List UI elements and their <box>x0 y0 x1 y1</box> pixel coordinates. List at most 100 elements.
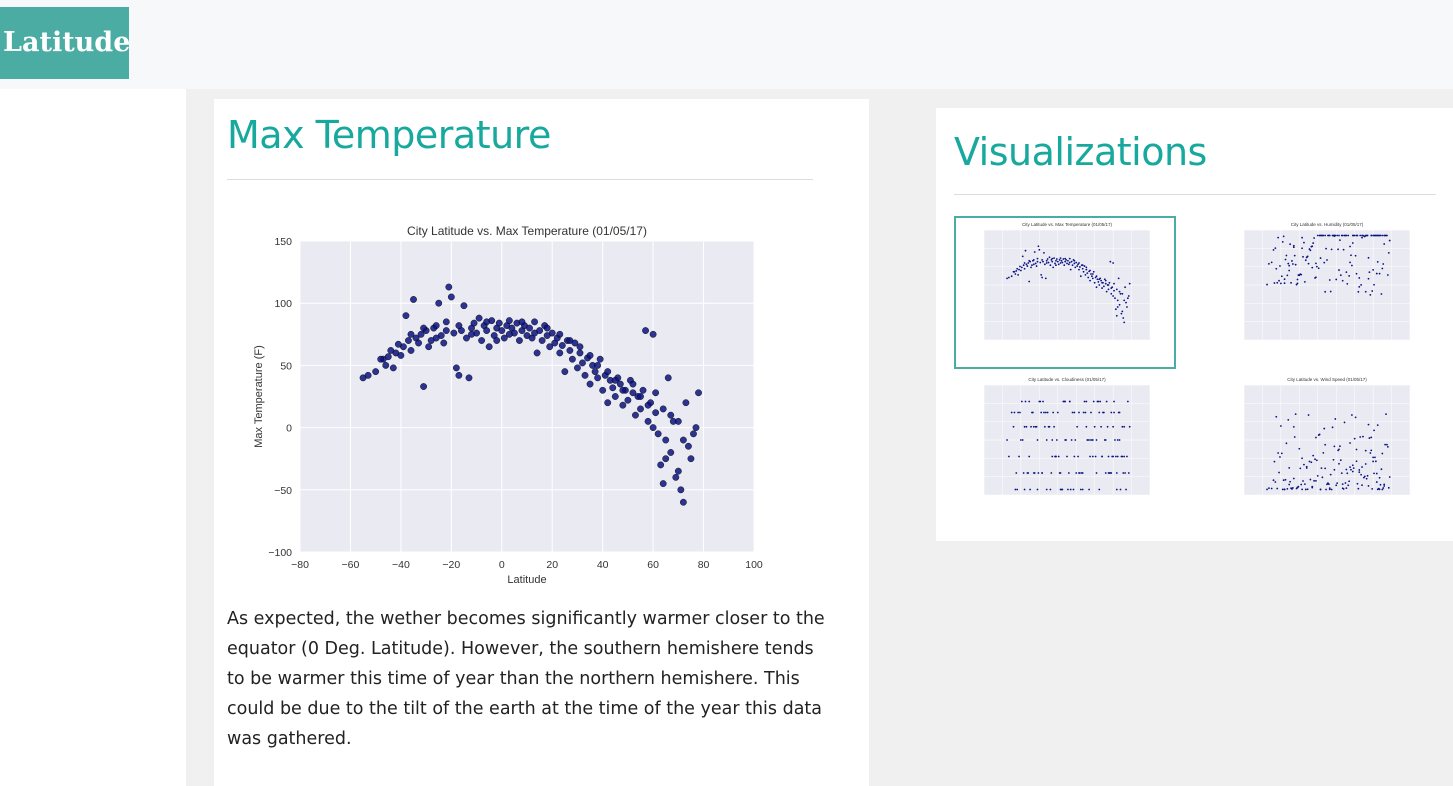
thumbnail-wind-speed[interactable]: City Latitude vs. Wind Speed (01/05/17) <box>1214 371 1436 524</box>
thumbnail-point <box>1090 411 1092 414</box>
thumbnail-point <box>1032 259 1035 261</box>
thumbnail-point <box>1270 487 1273 490</box>
thumbnail-point <box>1328 488 1331 491</box>
thumbnail-point <box>1292 477 1295 480</box>
x-tick-label: −60 <box>342 559 360 571</box>
thumbnail-point <box>1091 439 1094 441</box>
thumbnail-point <box>1036 260 1039 263</box>
data-point <box>576 343 584 351</box>
thumbnail-point <box>1016 488 1019 491</box>
thumbnail-point <box>1084 273 1087 276</box>
brand-logo[interactable]: Latitude <box>0 7 129 79</box>
data-point <box>599 386 607 394</box>
thumbnail-point <box>1315 276 1317 279</box>
thumbnail-point <box>1019 265 1021 268</box>
thumbnail-point <box>1373 472 1375 475</box>
thumbnail-point <box>1383 485 1386 487</box>
thumbnail-point <box>1370 436 1373 439</box>
data-point <box>561 368 569 376</box>
thumbnail-point <box>1068 257 1071 260</box>
thumbnail-point <box>1299 467 1302 470</box>
thumbnail-chart: City Latitude vs. Wind Speed (01/05/17) <box>1214 371 1436 524</box>
thumbnail-point <box>1289 480 1292 483</box>
thumbnail-point <box>1283 278 1286 281</box>
data-point <box>644 417 652 425</box>
thumbnail-point <box>1301 488 1303 491</box>
thumbnail-point <box>1029 488 1032 491</box>
thumbnail-point <box>1089 279 1091 282</box>
thumbnail-point <box>1047 261 1050 264</box>
thumbnail-point <box>1077 263 1079 266</box>
thumbnail-point <box>1388 476 1391 478</box>
thumbnail-point <box>1019 439 1022 441</box>
data-point <box>579 359 586 367</box>
data-point <box>692 424 700 432</box>
thumbnail-point <box>1370 449 1373 452</box>
thumbnail-point <box>1354 254 1357 257</box>
thumbnail-point <box>1301 236 1303 239</box>
thumbnail-point <box>1368 271 1371 274</box>
thumbnail-point <box>1329 290 1332 293</box>
thumbnail-point <box>1085 268 1088 271</box>
thumbnail-point <box>1359 234 1362 237</box>
data-point <box>677 486 685 494</box>
thumbnail-point <box>1076 265 1079 267</box>
data-point <box>417 330 425 338</box>
thumbnail-point <box>1386 274 1389 276</box>
thumbnail-point <box>1127 472 1130 474</box>
thumbnail-point <box>1338 462 1340 465</box>
thumbnail-point <box>1309 478 1312 481</box>
thumbnail-point <box>1273 282 1276 284</box>
thumbnail-max-temperature[interactable]: City Latitude vs. Max Temperature (01/05… <box>954 216 1176 369</box>
thumbnail-point <box>1025 263 1028 266</box>
thumbnail-point <box>1303 241 1305 244</box>
thumbnail-point <box>1050 259 1053 261</box>
thumbnail-point <box>1074 266 1077 269</box>
thumbnail-point <box>1281 488 1284 491</box>
y-tick-label: 100 <box>274 298 292 310</box>
thumbnail-point <box>1103 278 1106 281</box>
thumbnail-point <box>1091 275 1093 278</box>
thumbnail-point <box>1115 288 1118 291</box>
thumbnail-point <box>1351 464 1354 467</box>
data-point <box>616 380 624 388</box>
thumbnail-chart: City Latitude vs. Cloudiness (01/05/17) <box>954 371 1176 524</box>
thumbnail-point <box>1288 264 1291 267</box>
thumbnail-point <box>1024 249 1027 252</box>
thumbnail-point <box>1351 264 1353 267</box>
thumbnail-point <box>1040 411 1043 414</box>
thumbnail-humidity[interactable]: City Latitude vs. Humidity (01/05/17) <box>1214 216 1436 369</box>
thumbnail-point <box>1315 265 1318 268</box>
thumbnail-point <box>1028 455 1031 458</box>
thumbnail-point <box>1093 425 1096 428</box>
thumbnail-cloudiness[interactable]: City Latitude vs. Cloudiness (01/05/17) <box>954 371 1176 524</box>
data-point <box>533 349 541 357</box>
thumbnail-point <box>1055 259 1057 262</box>
thumbnail-point <box>1032 263 1035 266</box>
thumbnail-point <box>1096 278 1099 281</box>
data-point <box>672 473 680 481</box>
thumbnail-point <box>1307 414 1310 416</box>
thumbnail-point <box>1385 413 1387 416</box>
thumbnail-point <box>1091 455 1094 458</box>
data-point <box>629 380 637 388</box>
thumbnail-point <box>1361 234 1363 237</box>
thumbnail-point <box>1316 234 1319 237</box>
thumbnail-title: City Latitude vs. Max Temperature (01/05… <box>1022 222 1112 227</box>
thumbnail-point <box>1338 269 1340 271</box>
navbar: Latitude <box>0 0 1453 89</box>
thumbnail-point <box>1066 262 1068 265</box>
thumbnail-point <box>1053 425 1055 428</box>
thumbnail-point <box>1124 472 1126 474</box>
data-point <box>452 364 460 372</box>
thumbnail-point <box>1283 282 1286 285</box>
thumbnail-point <box>1313 479 1315 482</box>
data-point <box>556 349 564 357</box>
thumbnail-point <box>1285 442 1288 445</box>
thumbnail-point <box>1128 282 1131 285</box>
thumbnail-point <box>1123 321 1126 324</box>
thumbnail-point <box>1358 471 1361 474</box>
data-point <box>654 430 662 438</box>
title-divider <box>227 179 813 180</box>
thumbnail-point <box>1302 480 1304 482</box>
